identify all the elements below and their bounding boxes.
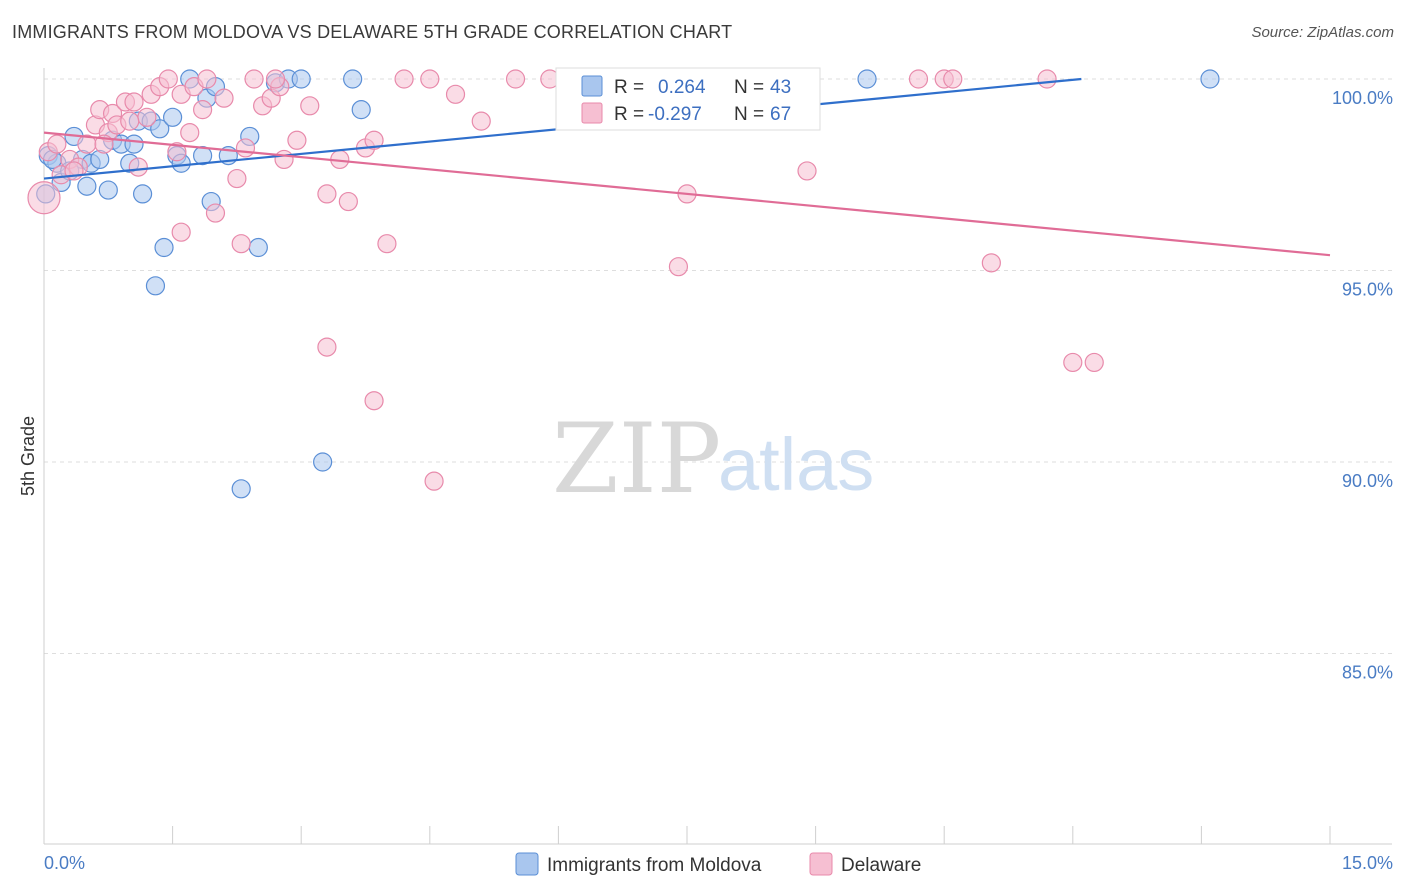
delaware-point [274, 149, 294, 170]
moldova-point [1200, 69, 1220, 89]
grid-lines [44, 78, 1392, 654]
delaware-point [394, 69, 414, 89]
x-tick-label-1: 15.0% [1342, 853, 1393, 873]
moldova-point [291, 69, 311, 89]
delaware-point [300, 96, 320, 116]
delaware-point [227, 168, 247, 189]
legend-n-label-1: N = [734, 77, 764, 98]
legend-n-value-1: 43 [770, 77, 791, 98]
delaware-point [47, 134, 67, 154]
delaware-point [137, 107, 157, 127]
moldova-point [193, 146, 213, 166]
bottom-swatch-moldova [515, 852, 539, 876]
legend-r-value-1: 0.264 [658, 77, 706, 98]
moldova-point [150, 119, 170, 139]
x-tick-marks [43, 826, 1331, 844]
delaware-point [377, 234, 397, 254]
delaware-point [317, 337, 337, 357]
delaware-trend-line [43, 131, 1331, 257]
legend-n-value-2: 67 [770, 104, 791, 125]
delaware-point [317, 184, 337, 204]
delaware-point [128, 157, 148, 177]
delaware-point [1084, 352, 1104, 373]
delaware-point [235, 138, 256, 158]
x-tick-labels: 0.0% 15.0% [44, 853, 1393, 873]
moldova-point [124, 134, 144, 154]
delaware-point [265, 69, 286, 89]
delaware-point [364, 391, 384, 411]
delaware-point [167, 142, 187, 162]
delaware-point [668, 257, 689, 277]
delaware-point [193, 100, 213, 120]
moldova-point [77, 176, 97, 196]
delaware-point [214, 88, 234, 108]
delaware-point [124, 92, 144, 112]
moldova-point [231, 479, 251, 499]
watermark-zip: ZIP [552, 403, 721, 515]
delaware-point [205, 203, 226, 223]
y-tick-label-3: 85.0% [1342, 663, 1393, 683]
delaware-point [505, 69, 526, 89]
bottom-swatch-delaware [809, 852, 833, 876]
delaware-point [797, 161, 817, 181]
legend-r-label-2: R = [614, 104, 644, 125]
y-tick-labels: 100.0% 95.0% 90.0% 85.0% [1332, 88, 1393, 683]
x-tick-label-0: 0.0% [44, 853, 85, 873]
moldova-point [248, 237, 268, 258]
delaware-point [171, 222, 191, 242]
delaware-point [338, 191, 358, 212]
delaware-point [27, 181, 61, 215]
delaware-point [445, 84, 466, 104]
delaware-point [424, 471, 444, 491]
stats-legend: R = 0.264 N = 43 R = -0.297 N = 67 [555, 67, 821, 131]
moldova-point [351, 100, 371, 120]
delaware-point [231, 234, 251, 254]
watermark-atlas: atlas [718, 423, 874, 506]
legend-swatch-moldova [581, 75, 603, 97]
moldova-point [132, 184, 153, 204]
delaware-point [420, 69, 440, 89]
bottom-legend-delaware: Delaware [841, 855, 921, 876]
moldova-point [313, 452, 333, 472]
y-tick-label-1: 95.0% [1342, 280, 1393, 300]
delaware-point [1063, 352, 1083, 373]
delaware-point [943, 69, 963, 89]
delaware-point [981, 253, 1001, 273]
moldova-point [163, 107, 183, 127]
delaware-point [158, 69, 178, 89]
moldova-point [343, 69, 363, 89]
bottom-legend-moldova: Immigrants from Moldova [547, 855, 762, 876]
y-tick-label-2: 90.0% [1342, 471, 1393, 491]
delaware-point [1037, 69, 1057, 89]
watermark: ZIP atlas [552, 403, 874, 515]
series-legend: Immigrants from Moldova Delaware [515, 852, 921, 876]
delaware-point [471, 111, 491, 131]
delaware-point [120, 111, 140, 131]
source-label: Source: ZipAtlas.com [1251, 24, 1394, 41]
y-tick-label-0: 100.0% [1332, 88, 1393, 108]
delaware-point [908, 69, 929, 89]
series-delaware-points [27, 69, 1104, 491]
legend-n-label-2: N = [734, 104, 764, 125]
moldova-point [98, 180, 118, 200]
delaware-point [287, 130, 307, 150]
y-axis-label: 5th Grade [18, 416, 38, 496]
delaware-point [180, 123, 200, 143]
moldova-point [857, 69, 877, 89]
moldova-point [145, 276, 166, 296]
delaware-point [364, 130, 384, 150]
legend-r-value-2: -0.297 [648, 104, 702, 125]
delaware-point [197, 69, 217, 89]
chart-title: IMMIGRANTS FROM MOLDOVA VS DELAWARE 5TH … [12, 22, 733, 42]
delaware-point [244, 69, 264, 89]
legend-r-label-1: R = [614, 77, 644, 98]
legend-swatch-delaware [581, 102, 603, 124]
moldova-point [154, 237, 174, 258]
